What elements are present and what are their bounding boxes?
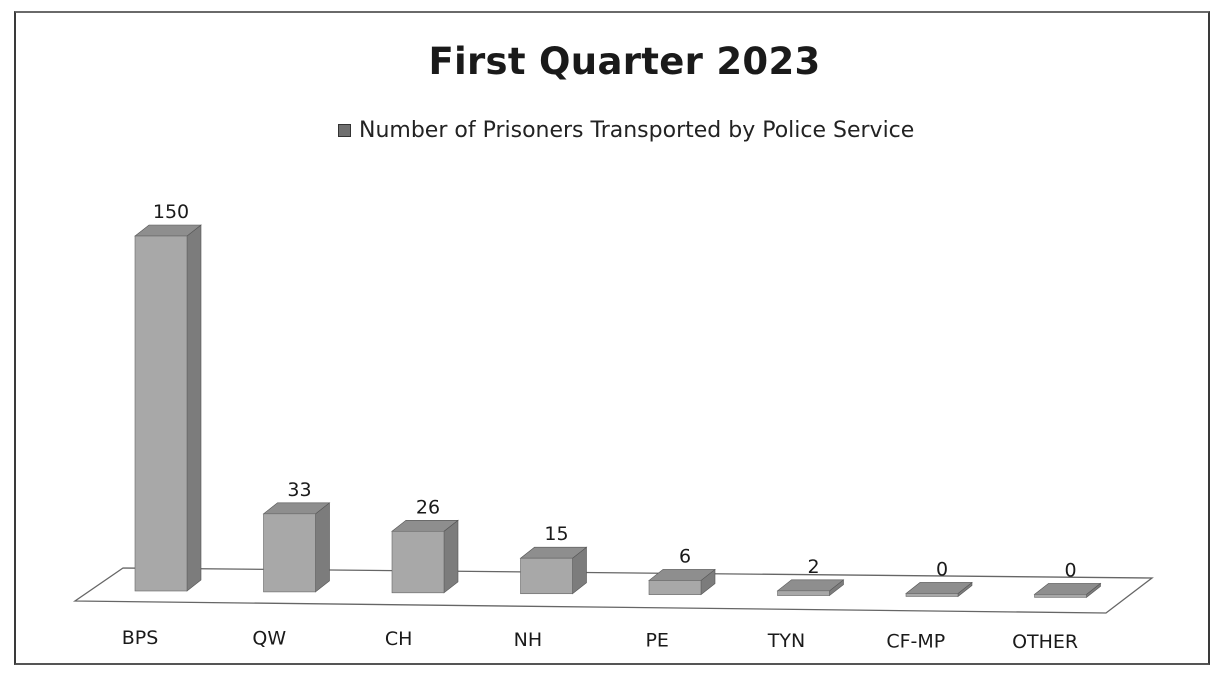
category-label-qw: QW [252, 628, 286, 650]
bar-pe [648, 568, 716, 596]
legend-swatch [338, 124, 351, 137]
bar-tyn [776, 579, 845, 597]
data-label-ch: 26 [416, 496, 440, 518]
data-label-nh: 15 [544, 523, 568, 545]
bar-front [391, 530, 445, 594]
data-label-bps: 150 [153, 201, 189, 223]
category-label-nh: NH [514, 629, 543, 651]
data-label-qw: 33 [287, 479, 311, 501]
bar-bps [134, 224, 202, 592]
category-label-pe: PE [645, 629, 668, 651]
chart-title: First Quarter 2023 [428, 40, 821, 83]
data-label-other: 0 [1064, 559, 1076, 581]
bar-front [648, 580, 702, 595]
bar-front [1034, 594, 1087, 598]
bar-front [134, 235, 188, 592]
bar-other [1033, 582, 1102, 598]
category-label-ch: CH [385, 628, 413, 650]
bar-side [186, 224, 202, 592]
data-label-cf-mp: 0 [936, 558, 948, 580]
legend: Number of Prisoners Transported by Polic… [338, 118, 914, 143]
bar-qw [262, 502, 331, 593]
data-label-pe: 6 [679, 545, 691, 567]
bar-nh [519, 546, 588, 595]
bar-front [263, 513, 316, 593]
bar-cf-mp [905, 581, 973, 598]
bars-group [134, 224, 1102, 598]
bar-front [905, 593, 959, 597]
data-label-tyn: 2 [807, 556, 819, 578]
chart-floor [72, 567, 1154, 614]
bar-side [315, 502, 330, 593]
category-labels-group: BPS QW CH NH PE TYN CF-MP OTHER [122, 627, 1078, 653]
bar-front [777, 590, 830, 596]
bar-side [443, 519, 459, 594]
bar-ch [391, 519, 459, 594]
category-label-other: OTHER [1012, 631, 1078, 653]
category-label-cf-mp: CF-MP [886, 631, 945, 653]
legend-label: Number of Prisoners Transported by Polic… [359, 118, 915, 143]
category-label-tyn: TYN [767, 630, 805, 652]
bar-front [520, 557, 573, 595]
data-labels-group: 150 33 26 15 6 2 0 0 [153, 201, 1077, 581]
chart-frame [14, 11, 1210, 665]
category-label-bps: BPS [122, 627, 159, 649]
